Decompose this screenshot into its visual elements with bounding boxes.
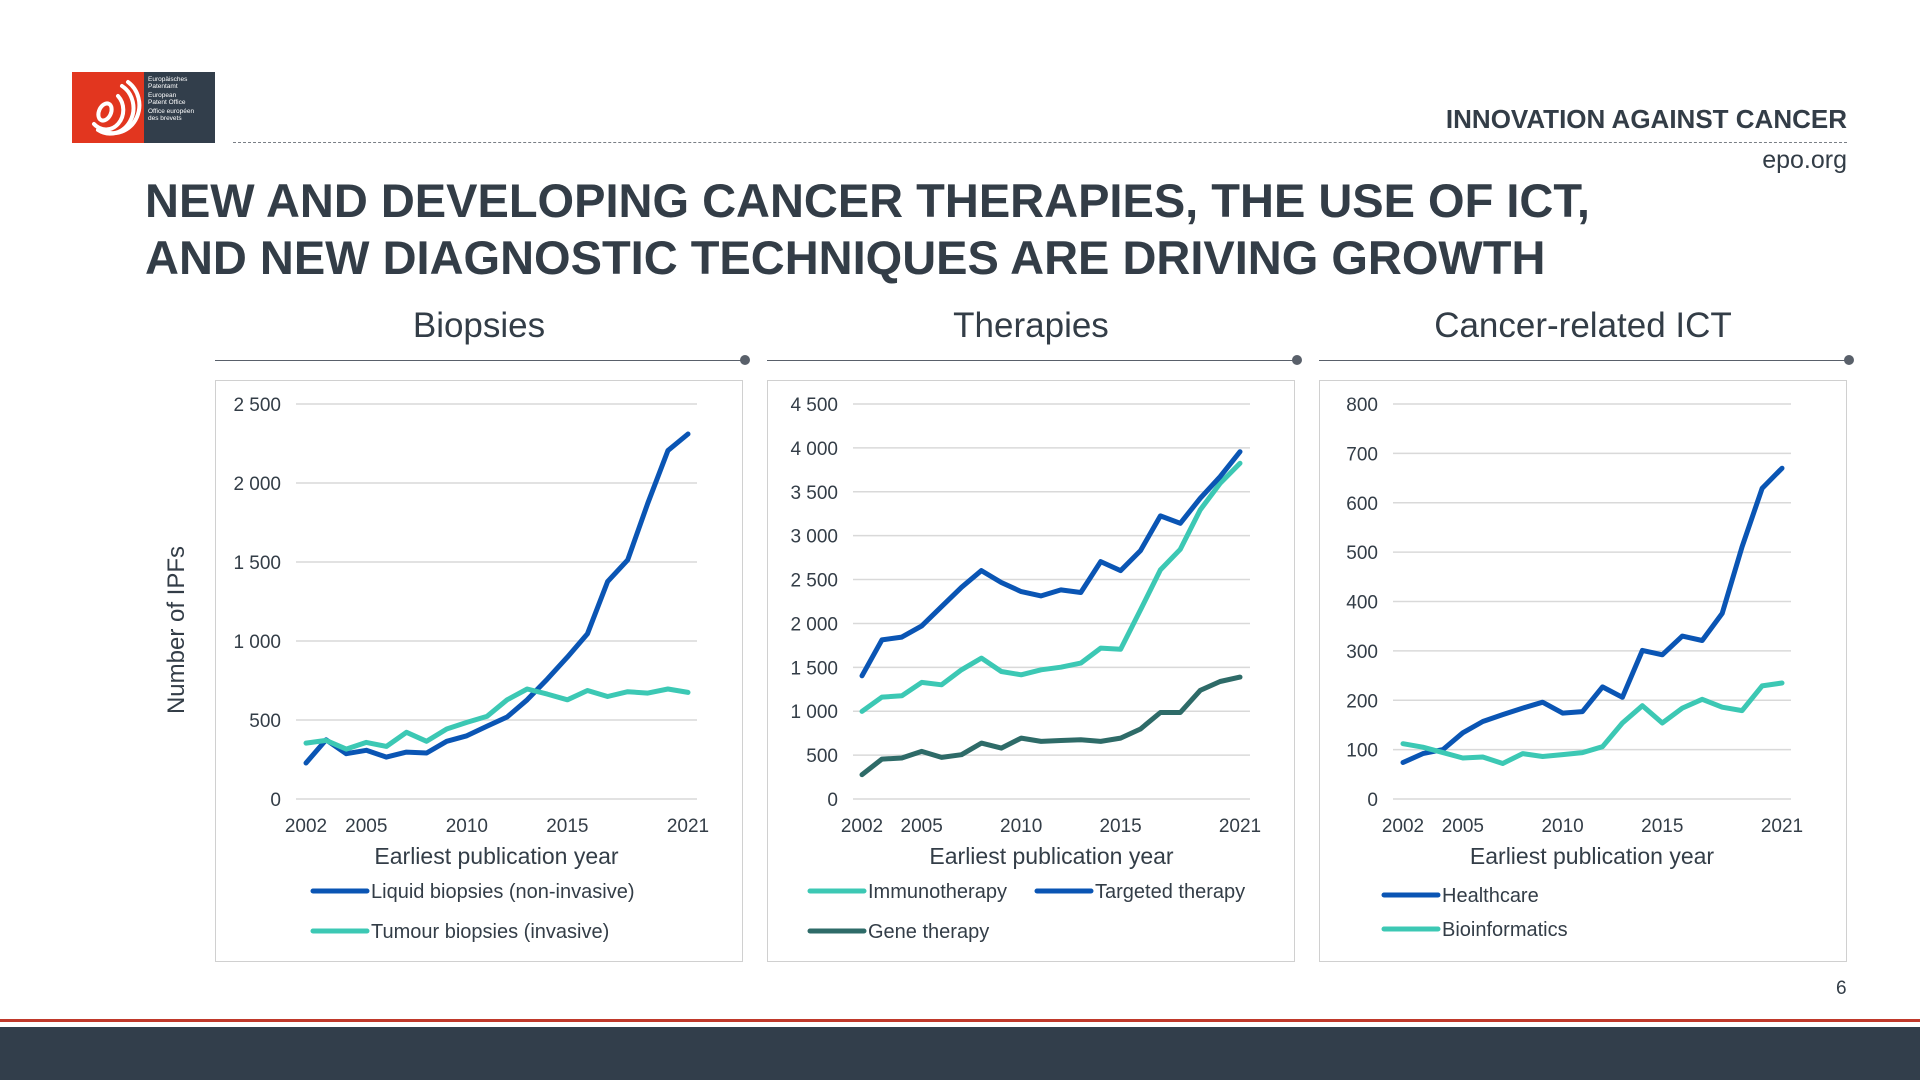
series-line-bioinformatics (1403, 683, 1782, 764)
y-tick-label: 200 (1346, 691, 1378, 712)
y-tick-label: 1 000 (233, 632, 281, 653)
y-tick-label: 0 (1367, 790, 1378, 811)
x-axis-title: Earliest publication year (929, 843, 1174, 869)
legend-label: Healthcare (1442, 885, 1539, 907)
series-line-targeted-therapy (862, 452, 1240, 676)
x-tick-label: 2005 (901, 816, 943, 837)
legend-label: Immunotherapy (868, 881, 1007, 903)
x-tick-label: 2021 (1219, 816, 1261, 837)
y-tick-label: 3 500 (790, 483, 838, 504)
x-tick-label: 2015 (546, 816, 588, 837)
y-tick-label: 0 (270, 790, 281, 811)
y-tick-label: 500 (249, 711, 281, 732)
footer-band (0, 1027, 1920, 1080)
y-tick-label: 0 (827, 790, 838, 811)
y-tick-label: 800 (1346, 395, 1378, 416)
series-line-immunotherapy (862, 463, 1240, 711)
series-line-gene-therapy (862, 677, 1240, 775)
y-tick-label: 500 (1346, 543, 1378, 564)
y-tick-label: 2 500 (790, 571, 838, 592)
y-tick-label: 2 500 (233, 395, 281, 416)
x-tick-label: 2005 (1442, 816, 1484, 837)
y-tick-label: 2 000 (790, 614, 838, 635)
y-tick-label: 100 (1346, 741, 1378, 762)
y-tick-label: 600 (1346, 494, 1378, 515)
x-tick-label: 2010 (1541, 816, 1583, 837)
x-tick-label: 2010 (446, 816, 488, 837)
y-tick-label: 300 (1346, 642, 1378, 663)
y-tick-label: 3 000 (790, 527, 838, 548)
page-number: 6 (1836, 978, 1847, 1000)
x-tick-label: 2015 (1099, 816, 1141, 837)
legend-label: Bioinformatics (1442, 919, 1568, 941)
x-tick-label: 2005 (345, 816, 387, 837)
x-tick-label: 2015 (1641, 816, 1683, 837)
y-tick-label: 700 (1346, 444, 1378, 465)
x-tick-label: 2021 (667, 816, 709, 837)
x-tick-label: 2021 (1761, 816, 1803, 837)
legend-label: Tumour biopsies (invasive) (371, 921, 609, 943)
legend-label: Liquid biopsies (non-invasive) (371, 881, 634, 903)
series-line-healthcare (1403, 468, 1782, 762)
x-axis-title: Earliest publication year (374, 843, 619, 869)
y-tick-label: 4 500 (790, 395, 838, 416)
y-tick-label: 1 500 (790, 658, 838, 679)
x-tick-label: 2002 (1382, 816, 1424, 837)
y-tick-label: 4 000 (790, 439, 838, 460)
y-tick-label: 1 000 (790, 702, 838, 723)
x-axis-title: Earliest publication year (1470, 843, 1715, 869)
y-tick-label: 400 (1346, 593, 1378, 614)
legend-label: Targeted therapy (1095, 881, 1245, 903)
y-tick-label: 2 000 (233, 474, 281, 495)
y-tick-label: 1 500 (233, 553, 281, 574)
x-tick-label: 2002 (841, 816, 883, 837)
footer-accent-line (0, 1019, 1920, 1022)
legend-label: Gene therapy (868, 921, 989, 943)
x-tick-label: 2002 (285, 816, 327, 837)
x-tick-label: 2010 (1000, 816, 1042, 837)
y-tick-label: 500 (806, 746, 838, 767)
